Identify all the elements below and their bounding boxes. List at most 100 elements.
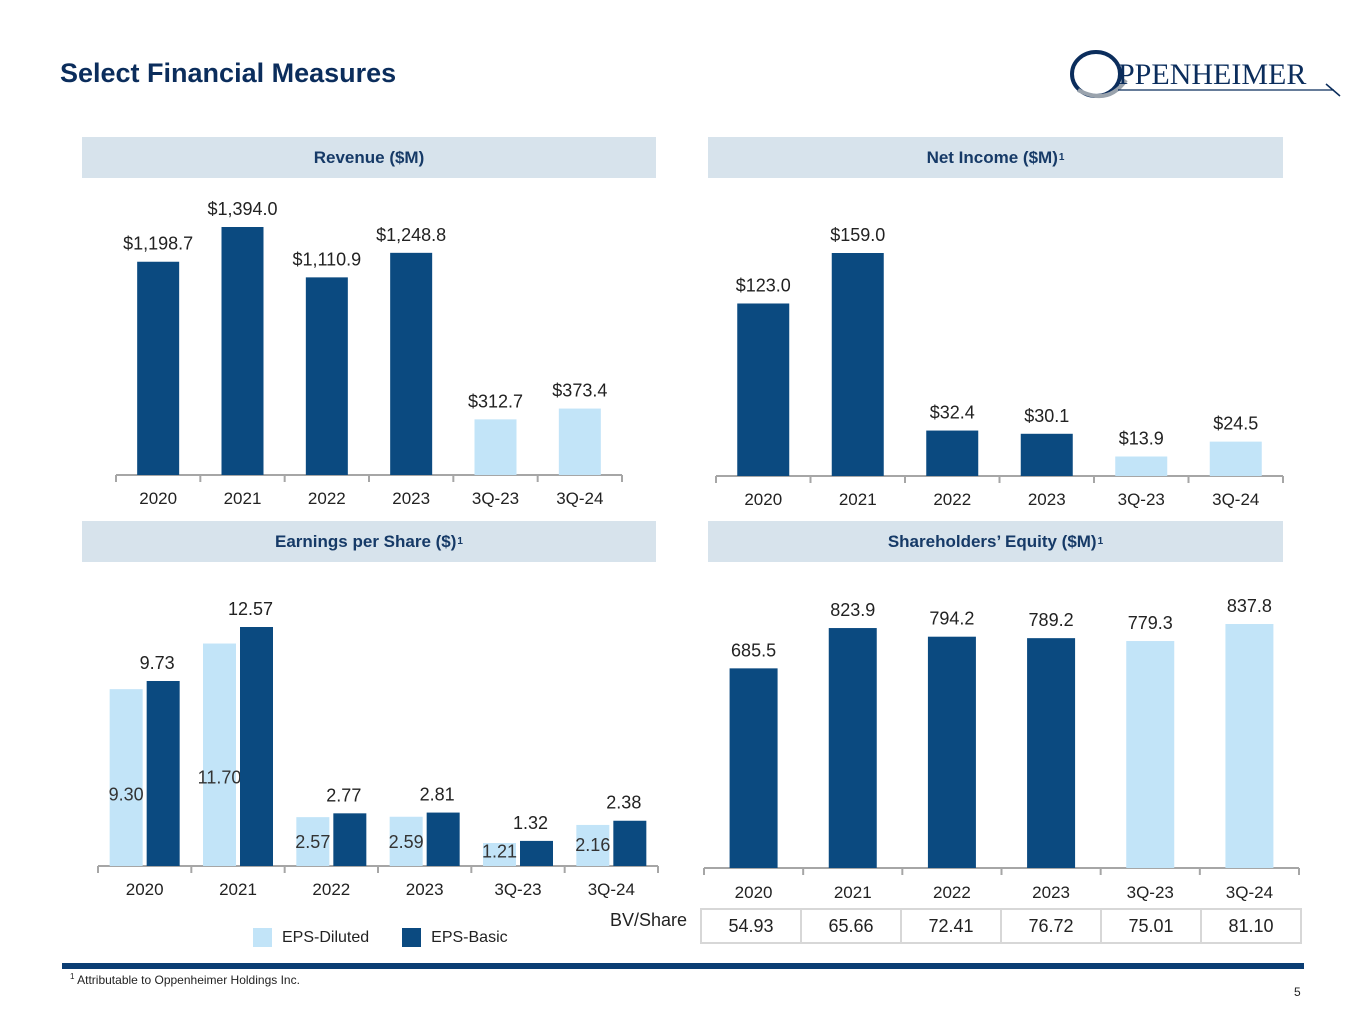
net-income-tick-label: 2022 bbox=[933, 490, 971, 509]
revenue-header: Revenue ($M) bbox=[82, 137, 656, 178]
bv-share-cell: 65.66 bbox=[800, 908, 902, 944]
eps-tick-label: 2022 bbox=[312, 880, 350, 899]
legend-swatch-light bbox=[253, 928, 272, 947]
equity-header: Shareholders’ Equity ($M) 1 bbox=[708, 521, 1283, 562]
legend-item-basic: EPS-Basic bbox=[402, 928, 508, 947]
eps-bar-eps-diluted bbox=[483, 842, 516, 866]
eps-tick-label: 2021 bbox=[219, 880, 257, 899]
net-income-data-label: $159.0 bbox=[830, 225, 885, 245]
revenue-bar bbox=[305, 277, 348, 475]
eps-bar-eps-basic bbox=[613, 820, 647, 866]
equity-bar bbox=[828, 628, 877, 868]
net-income-bar bbox=[831, 253, 884, 476]
equity-bar bbox=[1225, 624, 1274, 868]
eps-data-label: 12.57 bbox=[228, 599, 273, 619]
equity-data-label: 789.2 bbox=[1029, 610, 1074, 630]
footer-divider bbox=[62, 963, 1304, 969]
net-income-bar bbox=[1020, 433, 1073, 476]
legend-label: EPS-Basic bbox=[431, 928, 508, 946]
revenue-data-label: $1,394.0 bbox=[207, 199, 277, 219]
equity-data-label: 823.9 bbox=[830, 600, 875, 620]
equity-tick-label: 2020 bbox=[735, 883, 773, 902]
revenue-bar bbox=[390, 252, 433, 475]
eps-data-label: 2.77 bbox=[326, 785, 361, 805]
equity-data-label: 685.5 bbox=[731, 640, 776, 660]
eps-bar-eps-diluted bbox=[109, 689, 143, 866]
equity-title: Shareholders’ Equity ($M) bbox=[887, 531, 1097, 551]
eps-bar-eps-basic bbox=[426, 812, 460, 866]
eps-bar-eps-basic bbox=[146, 680, 180, 866]
eps-bar-eps-basic bbox=[240, 627, 273, 866]
bv-share-table: 54.93 65.66 72.41 76.72 75.01 81.10 bbox=[700, 908, 1302, 944]
revenue-data-label: $1,248.8 bbox=[376, 225, 446, 245]
net-income-data-label: $13.9 bbox=[1119, 429, 1164, 449]
net-income-tick-label: 3Q-23 bbox=[1118, 490, 1165, 509]
revenue-bar bbox=[221, 227, 264, 475]
net-income-bar bbox=[1115, 456, 1168, 476]
net-income-header: Net Income ($M) 1 bbox=[708, 137, 1283, 178]
net-income-data-label: $32.4 bbox=[930, 403, 975, 423]
net-income-tick-label: 2020 bbox=[744, 490, 782, 509]
eps-data-label: 9.30 bbox=[109, 785, 144, 805]
equity-tick-label: 2023 bbox=[1032, 883, 1070, 902]
legend-item-diluted: EPS-Diluted bbox=[253, 928, 369, 947]
eps-data-label: 9.73 bbox=[140, 653, 175, 673]
bv-share-label: BV/Share bbox=[610, 910, 688, 930]
eps-data-label: 2.81 bbox=[420, 785, 455, 805]
net-income-data-label: $123.0 bbox=[736, 275, 791, 295]
equity-bar bbox=[1027, 638, 1076, 868]
revenue-data-label: $312.7 bbox=[468, 391, 523, 411]
footnote-mark: 1 bbox=[70, 972, 75, 981]
eps-data-label: 2.16 bbox=[575, 835, 610, 855]
eps-bar-eps-diluted bbox=[296, 817, 330, 866]
eps-tick-label: 2023 bbox=[406, 880, 444, 899]
eps-data-label: 2.38 bbox=[606, 793, 641, 813]
revenue-tick-label: 2021 bbox=[224, 489, 262, 508]
eps-data-label: 1.21 bbox=[482, 841, 517, 861]
net-income-bar bbox=[737, 303, 790, 476]
footnote-text: Attributable to Oppenheimer Holdings Inc… bbox=[77, 973, 300, 987]
equity-tick-label: 3Q-24 bbox=[1226, 883, 1273, 902]
eps-header: Earnings per Share ($) 1 bbox=[82, 521, 656, 562]
equity-tick-label: 3Q-23 bbox=[1127, 883, 1174, 902]
equity-tick-label: 2022 bbox=[933, 883, 971, 902]
footnote: 1 Attributable to Oppenheimer Holdings I… bbox=[70, 972, 300, 987]
revenue-tick-label: 2020 bbox=[139, 489, 177, 508]
legend-swatch-dark bbox=[402, 928, 422, 947]
bv-share-cell: 75.01 bbox=[1100, 908, 1202, 944]
eps-bar-eps-basic bbox=[333, 813, 367, 866]
page-number: 5 bbox=[1294, 985, 1301, 999]
bv-share-cell: 72.41 bbox=[900, 908, 1002, 944]
revenue-bar bbox=[474, 419, 517, 475]
revenue-bar bbox=[558, 408, 601, 475]
eps-data-label: 1.32 bbox=[513, 813, 548, 833]
net-income-data-label: $24.5 bbox=[1213, 414, 1258, 434]
equity-bar bbox=[1126, 641, 1175, 868]
legend-label: EPS-Diluted bbox=[282, 928, 370, 946]
revenue-bar bbox=[137, 261, 180, 475]
eps-footnote-mark: 1 bbox=[457, 536, 463, 547]
revenue-tick-label: 2023 bbox=[392, 489, 430, 508]
logo-text: PPENHEIMER bbox=[1118, 58, 1306, 91]
revenue-tick-label: 3Q-24 bbox=[556, 489, 603, 508]
net-income-footnote-mark: 1 bbox=[1058, 152, 1065, 163]
net-income-tick-label: 2021 bbox=[839, 490, 877, 509]
eps-data-label: 11.70 bbox=[198, 768, 242, 788]
net-income-tick-label: 3Q-24 bbox=[1212, 490, 1259, 509]
eps-legend: EPS-Diluted EPS-Basic bbox=[253, 928, 541, 947]
revenue-tick-label: 3Q-23 bbox=[472, 489, 519, 508]
bv-share-cell: 76.72 bbox=[1000, 908, 1102, 944]
eps-tick-label: 3Q-24 bbox=[588, 880, 635, 899]
bv-share-cell: 54.93 bbox=[700, 908, 802, 944]
eps-bar-eps-diluted bbox=[576, 824, 610, 866]
revenue-title: Revenue ($M) bbox=[313, 147, 425, 167]
net-income-tick-label: 2023 bbox=[1028, 490, 1066, 509]
net-income-title: Net Income ($M) bbox=[926, 147, 1058, 167]
equity-data-label: 794.2 bbox=[929, 609, 974, 629]
eps-bar-eps-diluted bbox=[389, 816, 423, 866]
eps-title: Earnings per Share ($) bbox=[275, 531, 457, 551]
revenue-tick-label: 2022 bbox=[308, 489, 346, 508]
eps-tick-label: 2020 bbox=[126, 880, 164, 899]
equity-data-label: 837.8 bbox=[1227, 596, 1272, 616]
oppenheimer-logo: PPENHEIMER bbox=[1070, 50, 1341, 99]
